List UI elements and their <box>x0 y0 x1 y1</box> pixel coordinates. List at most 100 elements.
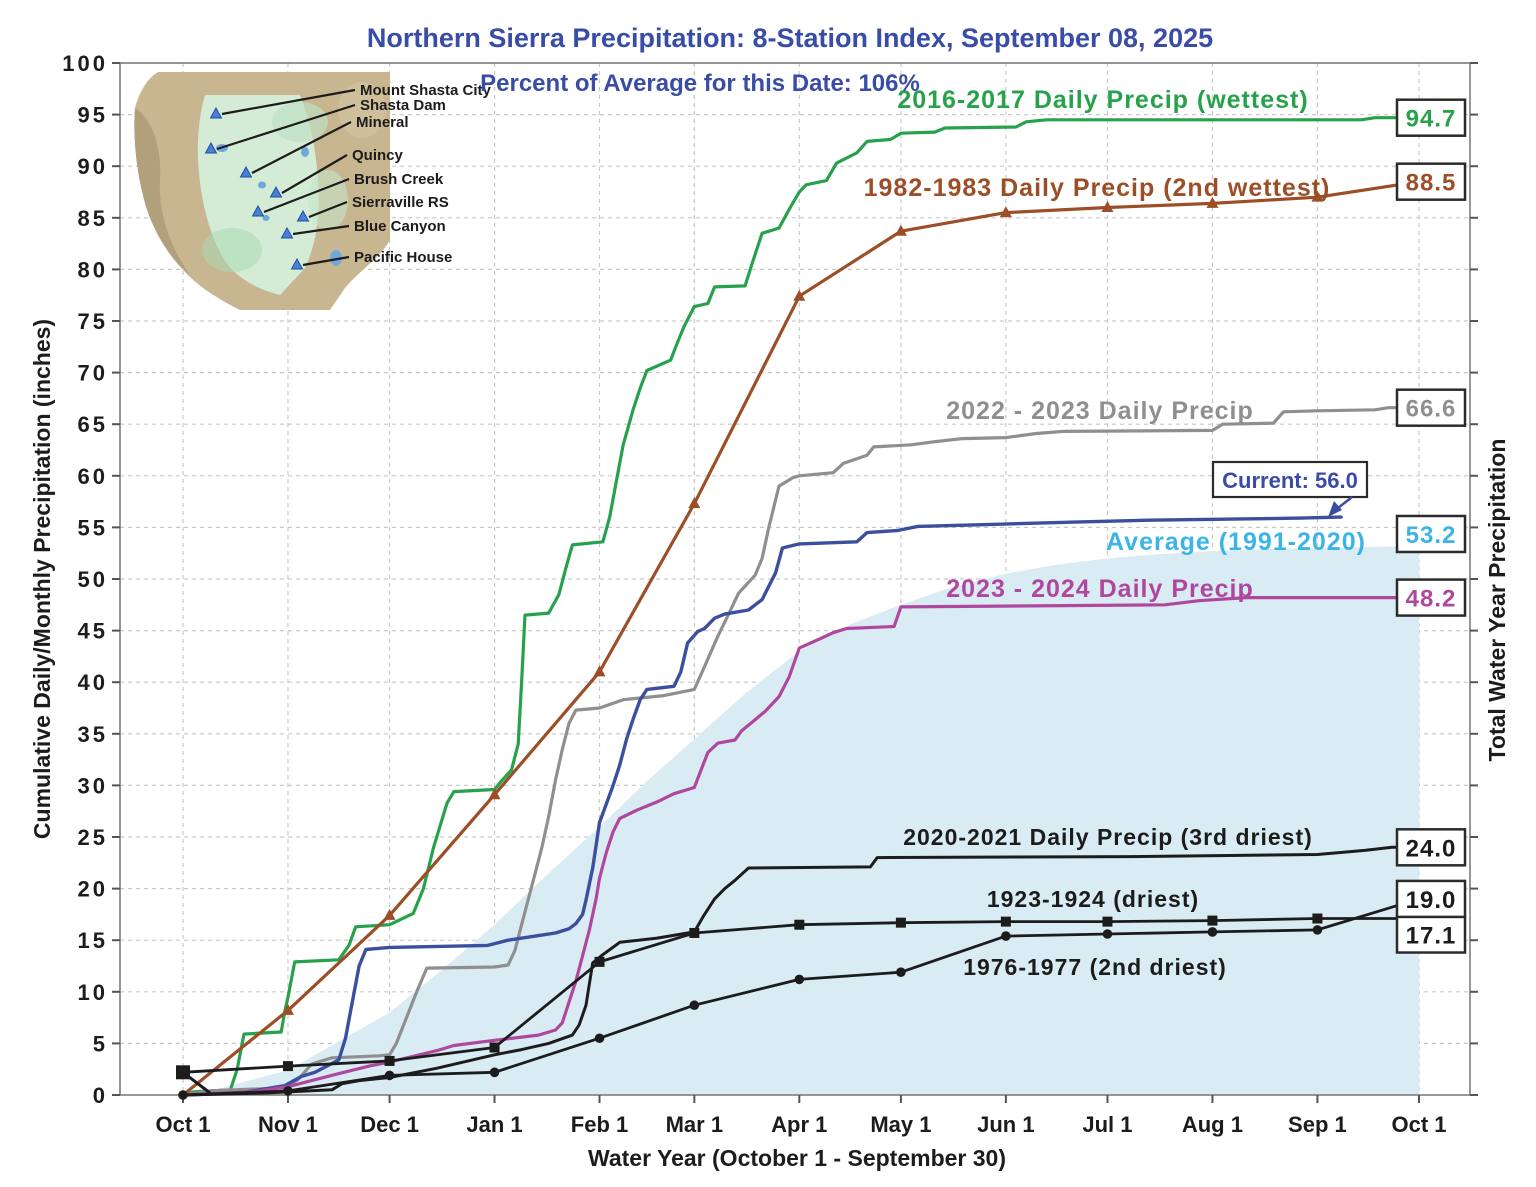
series-label-wy2020_2021: 2020-2021 Daily Precip (3rd driest) <box>903 824 1313 850</box>
y-tick-label: 80 <box>78 257 108 282</box>
y-tick-label: 100 <box>62 51 108 76</box>
station-marker-icon <box>239 165 253 178</box>
series-line-wy2016_2017 <box>181 116 1421 1097</box>
station-pointer-line <box>263 177 350 214</box>
circle-marker <box>283 1086 293 1096</box>
end-value-box-wy1982_1983 <box>1395 162 1467 201</box>
y-tick-label: 50 <box>78 567 108 592</box>
x-tick-label: Apr 1 <box>771 1112 827 1137</box>
station-label: Mineral <box>356 114 409 131</box>
y-tick-label: 25 <box>78 825 108 850</box>
circle-marker <box>178 1090 188 1100</box>
station-label: Mount Shasta City <box>360 82 491 99</box>
station-pointer-line <box>221 88 356 116</box>
x-tick-label: Jan 1 <box>466 1112 522 1137</box>
series-labels: 2016-2017 Daily Precip (wettest) 1982-198… <box>864 86 1366 980</box>
series-line-wy2023_2024 <box>181 596 1421 1097</box>
triangle-marker <box>593 665 606 677</box>
map-lake-eagle <box>301 147 309 157</box>
chart-title: Northern Sierra Precipitation: 8-Station… <box>367 23 1213 53</box>
y-tick-label: 40 <box>78 670 108 695</box>
triangle-marker <box>688 497 701 509</box>
end-value-box-average <box>1395 514 1467 554</box>
square-marker <box>1312 913 1323 924</box>
average-area-fill <box>183 546 1419 1095</box>
y-tick-label: 70 <box>78 361 108 386</box>
chart-subtitle: Percent of Average for this Date: 106% <box>480 70 920 97</box>
station-pointer-line <box>281 154 348 194</box>
y-tick-label: 95 <box>78 103 108 128</box>
y-tick-label: 30 <box>78 773 108 798</box>
x-axis-title: Water Year (October 1 - September 30) <box>588 1145 1006 1171</box>
y-tick-label: 90 <box>78 154 108 179</box>
x-tick-label: Nov 1 <box>258 1112 318 1137</box>
triangle-marker <box>999 206 1012 218</box>
y-tick-label: 20 <box>78 877 108 902</box>
square-marker <box>1102 916 1113 927</box>
station-pointer-line <box>302 255 350 267</box>
map-valley-patch-2 <box>202 228 262 272</box>
station-label: Shasta Dam <box>360 97 446 114</box>
map-valley-patch-3 <box>308 170 348 230</box>
station-marker-icon <box>209 106 223 119</box>
station-marker-icon <box>280 226 294 239</box>
square-marker <box>282 1061 293 1072</box>
x-tick-label: Aug 1 <box>1182 1112 1243 1137</box>
end-value-wy2020_2021: 24.0 <box>1406 835 1457 862</box>
triangle-marker <box>1311 190 1324 202</box>
station-pointer-line <box>216 103 356 151</box>
station-marker-icon <box>296 209 310 222</box>
x-tick-label: May 1 <box>870 1112 931 1137</box>
square-marker <box>895 917 906 928</box>
series-label-wy2023_2024: 2023 - 2024 Daily Precip <box>946 575 1254 603</box>
station-label: Quincy <box>352 147 404 164</box>
series-label-wy2022_2023: 2022 - 2023 Daily Precip <box>946 397 1254 425</box>
y-axis-title-right: Total Water Year Precipitation <box>1484 439 1510 762</box>
series-label-wy1982_1983: 1982-1983 Daily Precip (2nd wettest) <box>864 174 1331 202</box>
circle-marker <box>384 1070 395 1081</box>
map-lake-almanor <box>258 181 266 189</box>
square-marker <box>1000 916 1011 927</box>
end-value-box-wy2016_2017 <box>1395 98 1467 137</box>
y-tick-label: 60 <box>78 464 108 489</box>
circle-marker <box>1312 925 1323 935</box>
circle-marker <box>689 1000 700 1011</box>
end-value-wy1976_1977: 19.0 <box>1406 887 1457 914</box>
y-tick-label: 5 <box>93 1031 108 1056</box>
station-marker-icon <box>251 204 265 217</box>
series-label-wy1923_1924: 1923-1924 (driest) <box>987 886 1199 912</box>
station-pointer-line <box>251 121 352 174</box>
triangle-marker <box>488 788 501 800</box>
end-value-wy2016_2017: 94.7 <box>1406 106 1457 133</box>
current-label: Current: 56.0 <box>1222 468 1358 493</box>
triangle-marker <box>793 289 806 301</box>
series-label-average: Average (1991-2020) <box>1106 528 1366 556</box>
current-annotation: Current: 56.0 <box>1211 460 1369 517</box>
series-lines <box>176 116 1425 1100</box>
station-pointer-line <box>292 224 350 236</box>
y-tick-label: 75 <box>78 309 108 334</box>
end-value-box-wy2022_2023 <box>1395 388 1467 427</box>
y-tick-label: 15 <box>78 928 108 953</box>
y-tick-label: 0 <box>93 1083 108 1108</box>
x-tick-label: Jun 1 <box>977 1112 1034 1137</box>
circle-marker <box>896 967 906 977</box>
series-line-current <box>181 515 1343 1097</box>
x-tick-label: Jul 1 <box>1082 1112 1132 1137</box>
square-marker <box>384 1055 395 1066</box>
circle-marker <box>1102 929 1113 939</box>
end-value-box-wy2020_2021 <box>1395 828 1467 867</box>
series-start-square <box>176 1065 190 1080</box>
station-label: Pacific House <box>354 249 452 266</box>
y-tick-label: 35 <box>78 722 108 747</box>
y-tick-label: 10 <box>78 980 108 1005</box>
square-marker <box>1207 915 1218 926</box>
triangle-marker <box>1101 200 1114 212</box>
axis-ticks <box>112 62 1478 1103</box>
end-value-boxes: 94.7 88.5 66.6 48.2 24.0 17.1 19.0 53.2 <box>1395 98 1467 954</box>
y-tick-label: 65 <box>78 412 108 437</box>
circle-marker <box>594 1033 605 1044</box>
